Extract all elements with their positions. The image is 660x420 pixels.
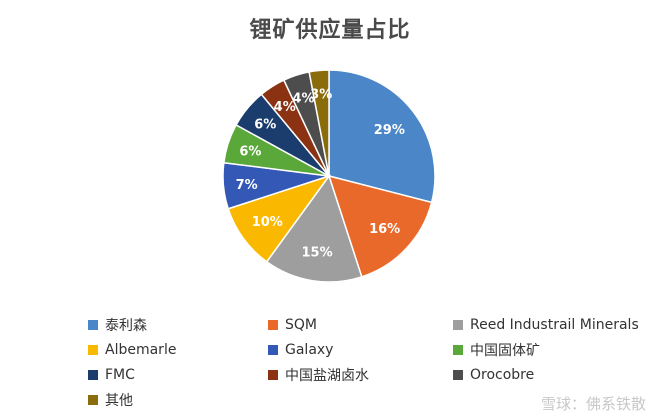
legend-swatch [268, 320, 278, 330]
legend-swatch [88, 345, 98, 355]
legend-label: 中国盐湖卤水 [285, 368, 369, 384]
slice-label: 15% [301, 245, 332, 260]
legend-label: FMC [105, 367, 135, 383]
legend-item-reed: Reed Industrail Minerals [453, 314, 639, 336]
pie-chart: 29%16%15%10%7%6%6%4%4%3% [222, 69, 436, 283]
legend-swatch [88, 320, 98, 330]
slice-label: 10% [252, 215, 283, 230]
legend-item-sqm: SQM [268, 314, 317, 336]
legend-label: Albemarle [105, 342, 177, 358]
slice-label: 29% [374, 123, 405, 138]
legend-label: SQM [285, 317, 317, 333]
legend-label: 泰利森 [105, 318, 147, 334]
slice-label: 3% [310, 88, 332, 103]
slice-label: 6% [254, 117, 276, 132]
legend-label: Galaxy [285, 342, 334, 358]
slice-label: 16% [369, 222, 400, 237]
legend-item-orocobre: Orocobre [453, 364, 534, 386]
legend-swatch [268, 370, 278, 380]
legend-label: 其他 [105, 393, 133, 409]
legend-item-galaxy: Galaxy [268, 339, 333, 361]
legend-swatch [268, 345, 278, 355]
legend-swatch [453, 345, 463, 355]
pie-slice [308, 69, 330, 177]
slice-label: 4% [292, 91, 314, 106]
chart-legend: 泰利森 SQM Reed Industrail Minerals Albemar… [0, 314, 660, 414]
slice-label: 6% [239, 144, 261, 159]
legend-swatch [88, 370, 98, 380]
legend-item-taliesen: 泰利森 [88, 314, 147, 336]
legend-item-fmc: FMC [88, 364, 135, 386]
legend-swatch [453, 320, 463, 330]
chart-title: 锂矿供应量占比 [249, 18, 411, 43]
legend-swatch [88, 395, 98, 405]
legend-item-china-solid-ore: 中国固体矿 [453, 339, 540, 361]
legend-item-china-salt-lake-brine: 中国盐湖卤水 [268, 364, 369, 386]
slice-label: 7% [236, 178, 258, 193]
legend-swatch [453, 370, 463, 380]
pie-slice [328, 69, 436, 204]
legend-label: Reed Industrail Minerals [470, 317, 639, 333]
legend-item-other: 其他 [88, 389, 133, 411]
legend-label: 中国固体矿 [470, 343, 540, 359]
legend-item-albemarle: Albemarle [88, 339, 176, 361]
watermark: 雪球：佛系铁散 [540, 395, 646, 413]
legend-label: Orocobre [470, 367, 535, 383]
pie-slice [265, 174, 363, 283]
slice-label: 4% [274, 100, 296, 115]
pie-slice [327, 174, 433, 278]
